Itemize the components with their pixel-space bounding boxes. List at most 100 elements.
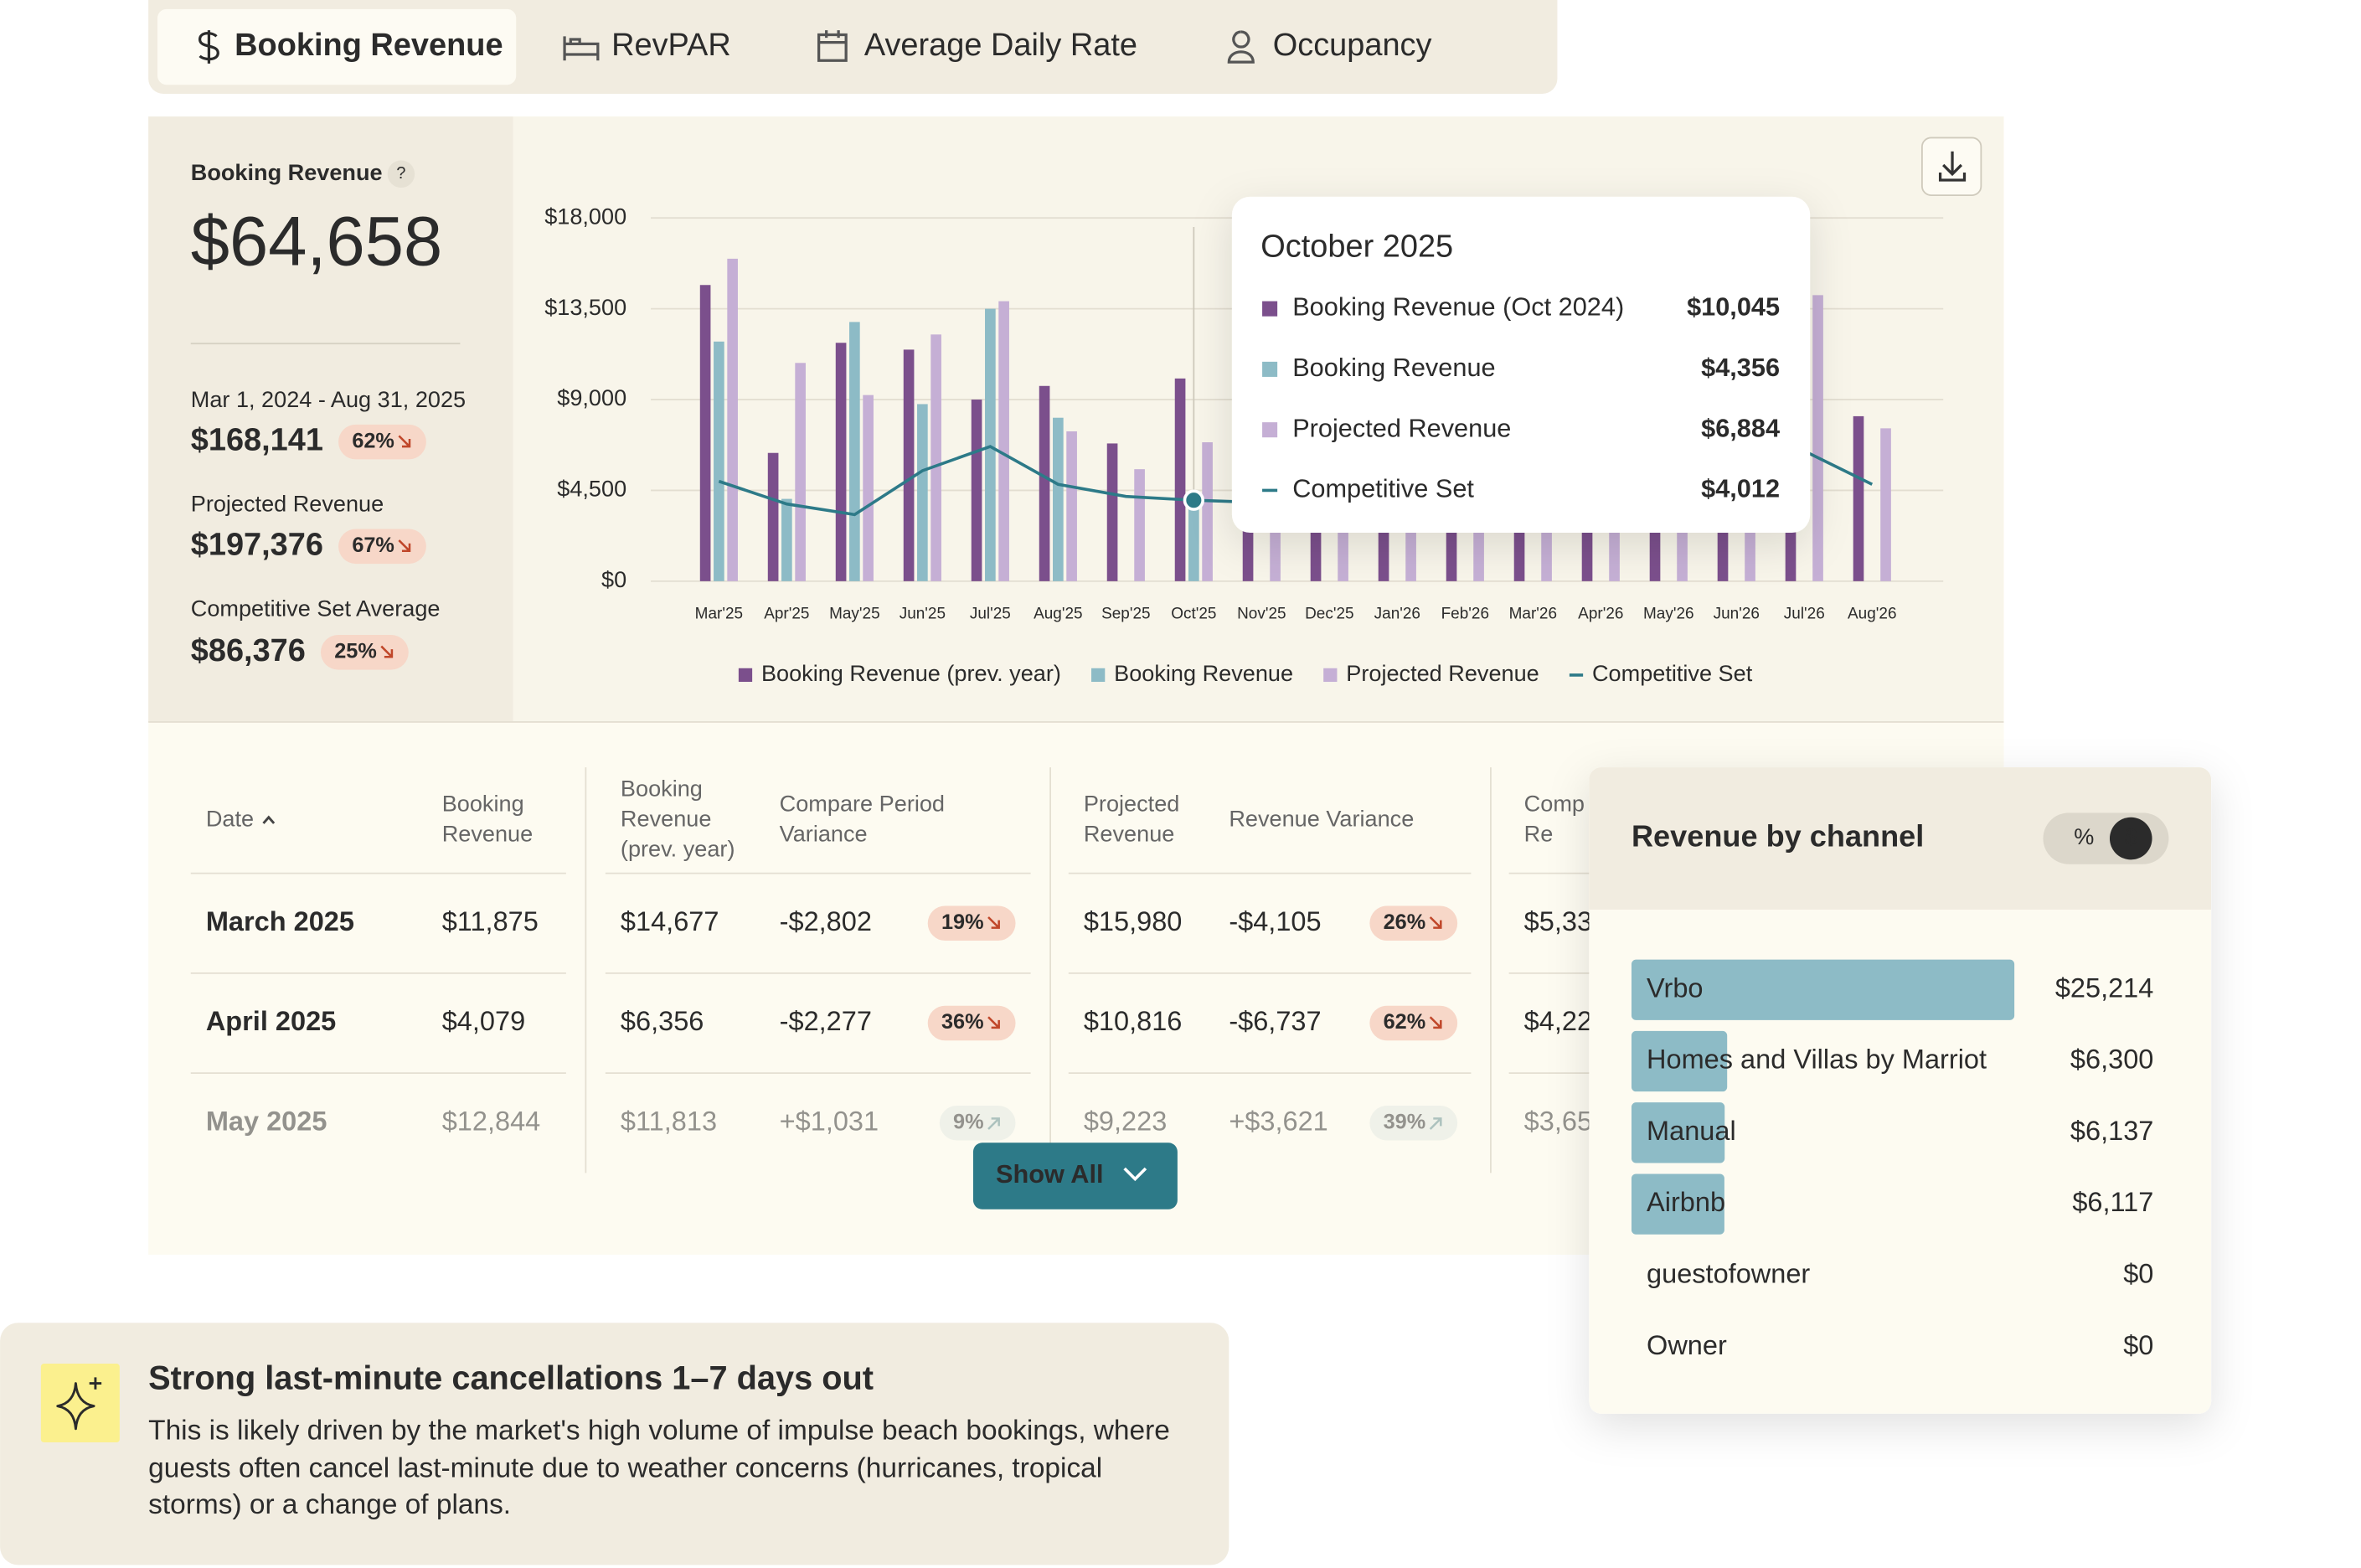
- metric-change: 67%: [338, 529, 426, 565]
- row-date: April 2025: [206, 1006, 336, 1036]
- bar: [930, 334, 941, 581]
- bar: [917, 404, 928, 581]
- tab-icon: [817, 30, 848, 62]
- metric-change-text: 67%: [352, 534, 394, 557]
- channel-name: Homes and Villas by Marriot: [1647, 1044, 1987, 1075]
- bar: [835, 343, 847, 581]
- tooltip-label: Booking Revenue: [1292, 353, 1495, 382]
- bar: [1174, 378, 1186, 581]
- variance-badge-pill: [939, 1105, 1016, 1141]
- tooltip-label: Projected Revenue: [1292, 413, 1511, 442]
- column-header-box: Revenue Variance: [1229, 807, 1414, 833]
- table-cell: -$2,277: [780, 1006, 872, 1036]
- variance-badge-text: 62%: [1384, 1010, 1426, 1034]
- bar: [1812, 295, 1823, 581]
- tooltip-value: $10,045: [1687, 292, 1780, 322]
- x-tick-label: Aug'26: [1848, 606, 1896, 623]
- legend-label[interactable]: Competitive Set: [1592, 660, 1753, 686]
- column-header-box: Compare Period Variance: [780, 792, 945, 848]
- download-icon: [1938, 151, 1967, 182]
- tab-label[interactable]: RevPAR: [611, 28, 731, 63]
- channel-header: [1589, 767, 2212, 910]
- toggle-option[interactable]: $: [2125, 823, 2137, 849]
- variance-badge-arrow: [987, 1117, 1000, 1130]
- channel-value: $0: [2123, 1330, 2153, 1360]
- tooltip-box: [1231, 196, 1811, 534]
- table-cell: $11,813: [621, 1106, 717, 1136]
- toggle-option[interactable]: %: [2074, 823, 2094, 849]
- x-tick-label: Apr'25: [764, 606, 809, 623]
- channel-name: Vrbo: [1647, 972, 1703, 1003]
- x-tick-label: Apr'26: [1578, 606, 1623, 623]
- legend-swatch: [1091, 668, 1106, 683]
- tab-icon: [1227, 30, 1255, 64]
- hover-point: [1183, 489, 1204, 511]
- table-cell: $5,33: [1524, 906, 1592, 936]
- column-header-box: Booking Revenue (prev. year): [621, 776, 735, 863]
- tab-label[interactable]: Booking Revenue: [235, 28, 503, 63]
- bar: [998, 301, 1009, 581]
- channel-bar: [1631, 959, 2015, 1020]
- show-all-button[interactable]: [972, 1142, 1178, 1210]
- variance-badge-text: 26%: [1384, 910, 1426, 934]
- y-tick-label: $9,000: [557, 384, 626, 410]
- row-date: March 2025: [206, 906, 354, 936]
- help-text: ?: [396, 164, 405, 183]
- tooltip: October 2025 Booking Revenue (Oct 2024) $1…: [1231, 196, 1811, 534]
- legend-label[interactable]: Projected Revenue: [1346, 660, 1539, 686]
- variance-badge-arrow: [987, 1016, 1000, 1029]
- bar: [971, 400, 982, 581]
- x-tick-label: Jul'26: [1784, 606, 1825, 623]
- insight-title: Strong last-minute cancellations 1–7 day…: [148, 1359, 874, 1396]
- x-tick-label: Jul'25: [970, 606, 1011, 623]
- bar: [795, 363, 806, 581]
- table-cell: $9,223: [1084, 1106, 1167, 1136]
- table-cell: -$2,802: [780, 906, 872, 936]
- x-tick-label: Mar'25: [695, 606, 743, 623]
- channel-value: $6,117: [2072, 1187, 2153, 1217]
- metric-change-text: 62%: [352, 429, 394, 452]
- variance-badge-pill: [927, 1005, 1016, 1041]
- variance-badge-pill: [1369, 905, 1458, 941]
- bar: [1880, 428, 1891, 581]
- tab-label[interactable]: Average Daily Rate: [864, 28, 1137, 63]
- variance-badge-text: 19%: [941, 910, 984, 934]
- x-tick-label: Jun'25: [900, 606, 946, 623]
- sort-icon: [262, 815, 276, 824]
- column-header: Projected Revenue: [1083, 792, 1180, 848]
- bar: [767, 452, 779, 581]
- tab-label[interactable]: Occupancy: [1273, 28, 1432, 63]
- insight-body-box: This is likely driven by the market's hi…: [148, 1414, 1170, 1519]
- metric-value: $197,376: [191, 527, 323, 562]
- metric-label: Competitive Set Average: [191, 595, 441, 621]
- summary-panel: [148, 116, 513, 722]
- table-cell: $15,980: [1084, 906, 1183, 936]
- legend-label[interactable]: Booking Revenue: [1114, 660, 1293, 686]
- variance-badge-text: 9%: [953, 1110, 984, 1133]
- table-cell: +$1,031: [780, 1106, 879, 1136]
- table-row: May 2025 $12,844 $11,813 +$1,031 9% $9,223 +$3…: [206, 1105, 1592, 1141]
- column-header: Booking Revenue: [441, 792, 534, 848]
- variance-badge-pill: [1369, 1005, 1458, 1041]
- x-tick-label: Mar'26: [1509, 606, 1557, 623]
- variance-badge: 36%: [927, 1005, 1016, 1041]
- variance-badge: 9%: [939, 1105, 1016, 1141]
- variance-badge-text: 39%: [1384, 1110, 1426, 1133]
- variance-badge-arrow: [1429, 916, 1442, 929]
- channel-title: Revenue by channel: [1632, 819, 1924, 854]
- metric-change-pill: [338, 529, 426, 565]
- legend-swatch: [738, 668, 753, 683]
- x-tick-label: Nov'25: [1237, 606, 1286, 623]
- x-tick-label: Feb'26: [1441, 606, 1489, 623]
- table-row: March 2025 $11,875 $14,677 -$2,802 19% $15,98…: [206, 905, 1592, 941]
- table-cell: $11,875: [442, 906, 539, 936]
- table-cell: $4,079: [442, 1006, 525, 1036]
- metric-value: $86,376: [191, 633, 306, 668]
- active-tab[interactable]: [157, 8, 517, 85]
- bar: [863, 395, 874, 581]
- bar: [1202, 442, 1213, 581]
- metric-change-pill: [320, 635, 409, 670]
- legend-label[interactable]: Booking Revenue (prev. year): [761, 660, 1061, 686]
- help-icon[interactable]: [387, 160, 415, 188]
